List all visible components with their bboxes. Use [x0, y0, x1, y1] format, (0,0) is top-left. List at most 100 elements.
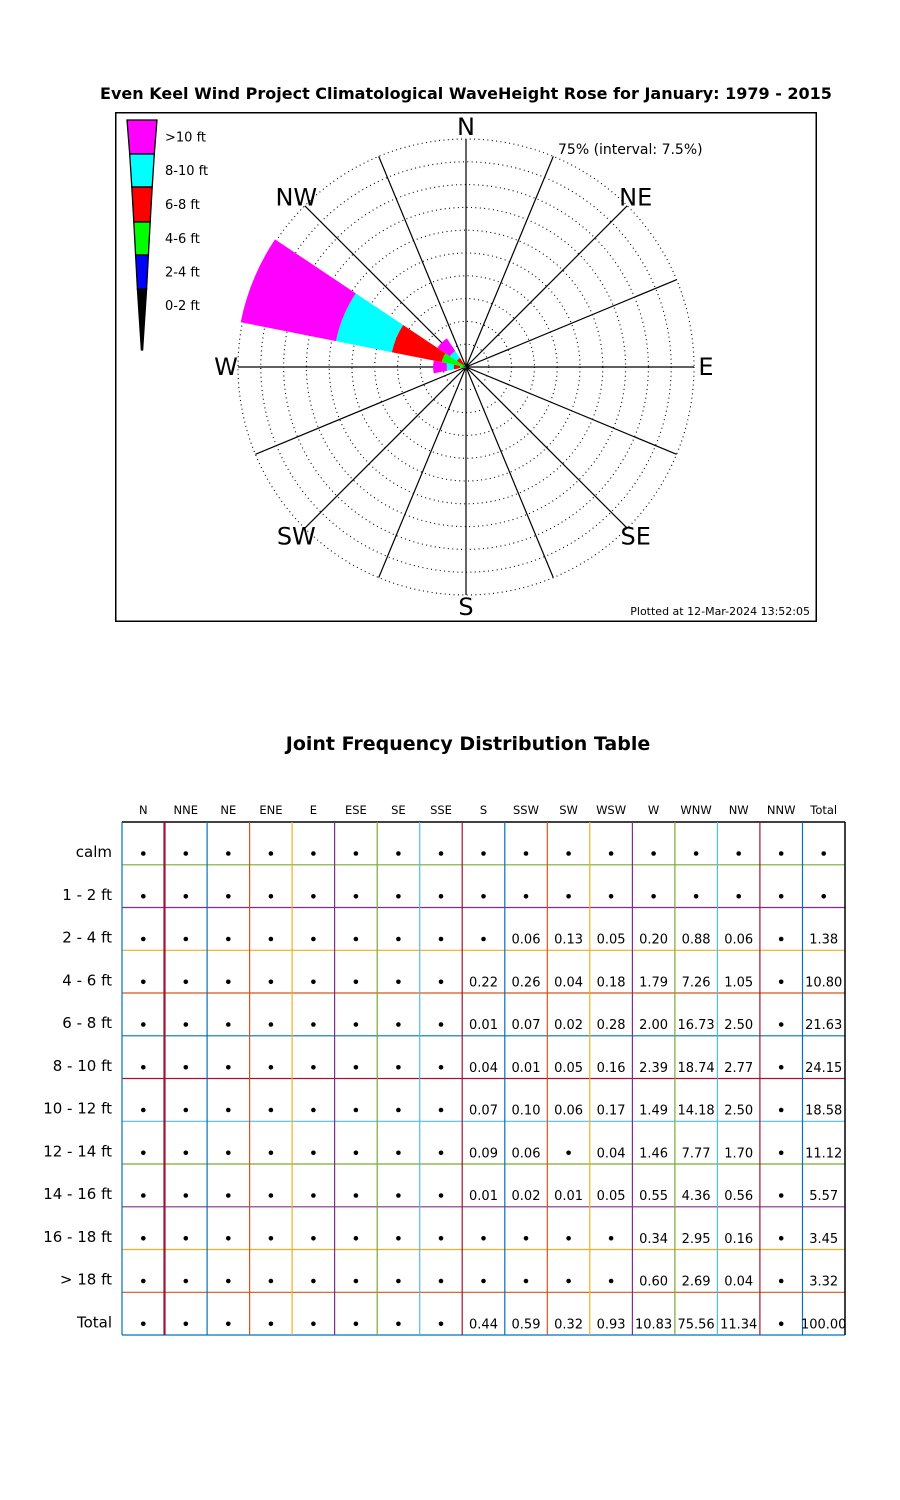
table-cell-dot	[183, 1065, 189, 1070]
table-cell-dot	[226, 894, 231, 899]
table-cell-value: 1.79	[639, 975, 668, 990]
table-row-label: 14 - 16 ft	[43, 1185, 112, 1203]
table-cell-value: 2.69	[682, 1275, 711, 1290]
table-cell-value: 0.06	[554, 1104, 583, 1119]
legend-label->10 ft: >10 ft	[165, 131, 206, 146]
table-cell-dot	[396, 936, 401, 942]
rose-spoke	[378, 156, 467, 368]
table-cell-dot	[353, 979, 359, 985]
table-cell-dot	[778, 894, 784, 899]
legend-label-8-10 ft: 8-10 ft	[165, 164, 208, 179]
table-cell-dot	[268, 1150, 274, 1156]
table-cell-dot	[268, 979, 274, 985]
table-cell-dot	[396, 894, 401, 899]
table-cell-dot	[183, 936, 189, 942]
table-cell-value: 10.83	[635, 1317, 672, 1332]
table-col-header-W: W	[648, 803, 659, 817]
table-cell-dot	[566, 1236, 571, 1241]
table-cell-dot	[396, 1065, 401, 1070]
table-cell-dot	[821, 851, 826, 856]
table-cell-value: 0.10	[512, 1104, 541, 1119]
rose-frame	[115, 112, 817, 622]
table-cell-dot	[438, 1107, 444, 1113]
table-cell-value: 0.02	[512, 1189, 541, 1204]
table-cell-dot	[481, 1236, 486, 1241]
table-cell-dot	[183, 1107, 189, 1113]
table-title: Joint Frequency Distribution Table	[285, 733, 651, 755]
table-cell-value: 0.56	[724, 1189, 753, 1204]
table-col-header-NNW: NNW	[767, 803, 796, 817]
rose-petal-NW-8-10 ft	[449, 350, 460, 361]
table-cell-dot	[183, 851, 189, 856]
table-cell-dot	[311, 1321, 316, 1327]
table-cell-dot	[396, 1107, 401, 1113]
table-cell-dot	[226, 1321, 231, 1327]
table-cell-dot	[353, 936, 359, 942]
table-col-header-NE: NE	[220, 803, 236, 817]
table-row-label: 8 - 10 ft	[53, 1057, 112, 1075]
table-cell-dot	[183, 1022, 189, 1027]
table-cell-dot	[311, 851, 316, 856]
table-cell-dot	[226, 1065, 231, 1070]
table-cell-dot	[353, 1150, 359, 1156]
table-cell-dot	[608, 1236, 614, 1241]
table-cell-value: 0.06	[512, 933, 541, 948]
table-cell-dot	[438, 1236, 444, 1241]
table-cell-dot	[353, 1022, 359, 1027]
table-cell-dot	[396, 1321, 401, 1327]
table-cell-value: 75.56	[677, 1317, 714, 1332]
table-cell-dot	[226, 979, 231, 985]
table-cell-dot	[311, 1278, 316, 1284]
legend-label-0-2 ft: 0-2 ft	[165, 299, 200, 314]
table-cell-value: 0.06	[512, 1146, 541, 1161]
table-cell-dot	[353, 1065, 359, 1070]
table-cell-value: 0.17	[597, 1104, 626, 1119]
table-cell-dot	[141, 979, 146, 985]
table-cell-dot	[481, 851, 486, 856]
table-cell-dot	[311, 1236, 316, 1241]
table-cell-dot	[141, 1278, 146, 1284]
table-cell-dot	[141, 1236, 146, 1241]
table-row-label: > 18 ft	[60, 1271, 112, 1289]
table-cell-value: 2.95	[682, 1232, 711, 1247]
table-cell-value: 1.05	[724, 975, 753, 990]
table-cell-value: 0.22	[469, 975, 498, 990]
table-cell-dot	[396, 1236, 401, 1241]
table-row-label: 4 - 6 ft	[62, 971, 112, 989]
compass-label-N: N	[457, 113, 475, 141]
table-cell-dot	[353, 851, 359, 856]
table-cell-value: 0.60	[639, 1275, 668, 1290]
table-cell-dot	[226, 1278, 231, 1284]
table-cell-dot	[268, 1321, 274, 1327]
table-cell-value: 0.32	[554, 1317, 583, 1332]
table-cell-dot	[141, 1321, 146, 1327]
table-cell-dot	[226, 1150, 231, 1156]
table-cell-value: 24.15	[805, 1061, 842, 1076]
table-cell-value: 0.59	[512, 1317, 541, 1332]
compass-label-SE: SE	[620, 523, 650, 551]
table-col-header-SW: SW	[559, 803, 578, 817]
table-cell-value: 0.26	[512, 975, 541, 990]
table-cell-dot	[778, 1022, 784, 1027]
table-col-header-WNW: WNW	[680, 803, 711, 817]
table-cell-dot	[523, 1278, 529, 1284]
rose-spoke	[465, 366, 677, 455]
rose-spoke	[304, 205, 467, 368]
table-cell-value: 0.06	[724, 933, 753, 948]
legend-swatch-2-4 ft	[134, 254, 150, 290]
table-cell-dot	[183, 1150, 189, 1156]
table-cell-dot	[396, 1150, 401, 1156]
table-cell-value: 0.01	[512, 1061, 541, 1076]
table-cell-value: 7.77	[682, 1146, 711, 1161]
table-cell-dot	[268, 1065, 274, 1070]
table-cell-dot	[311, 1150, 316, 1156]
legend-label-4-6 ft: 4-6 ft	[165, 232, 200, 247]
rose-spoke	[378, 366, 467, 578]
compass-label-E: E	[698, 353, 713, 381]
table-cell-value: 2.50	[724, 1018, 753, 1033]
table-cell-dot	[438, 1278, 444, 1284]
table-cell-dot	[396, 1278, 401, 1284]
table-cell-dot	[608, 894, 614, 899]
table-cell-value: 4.36	[682, 1189, 711, 1204]
